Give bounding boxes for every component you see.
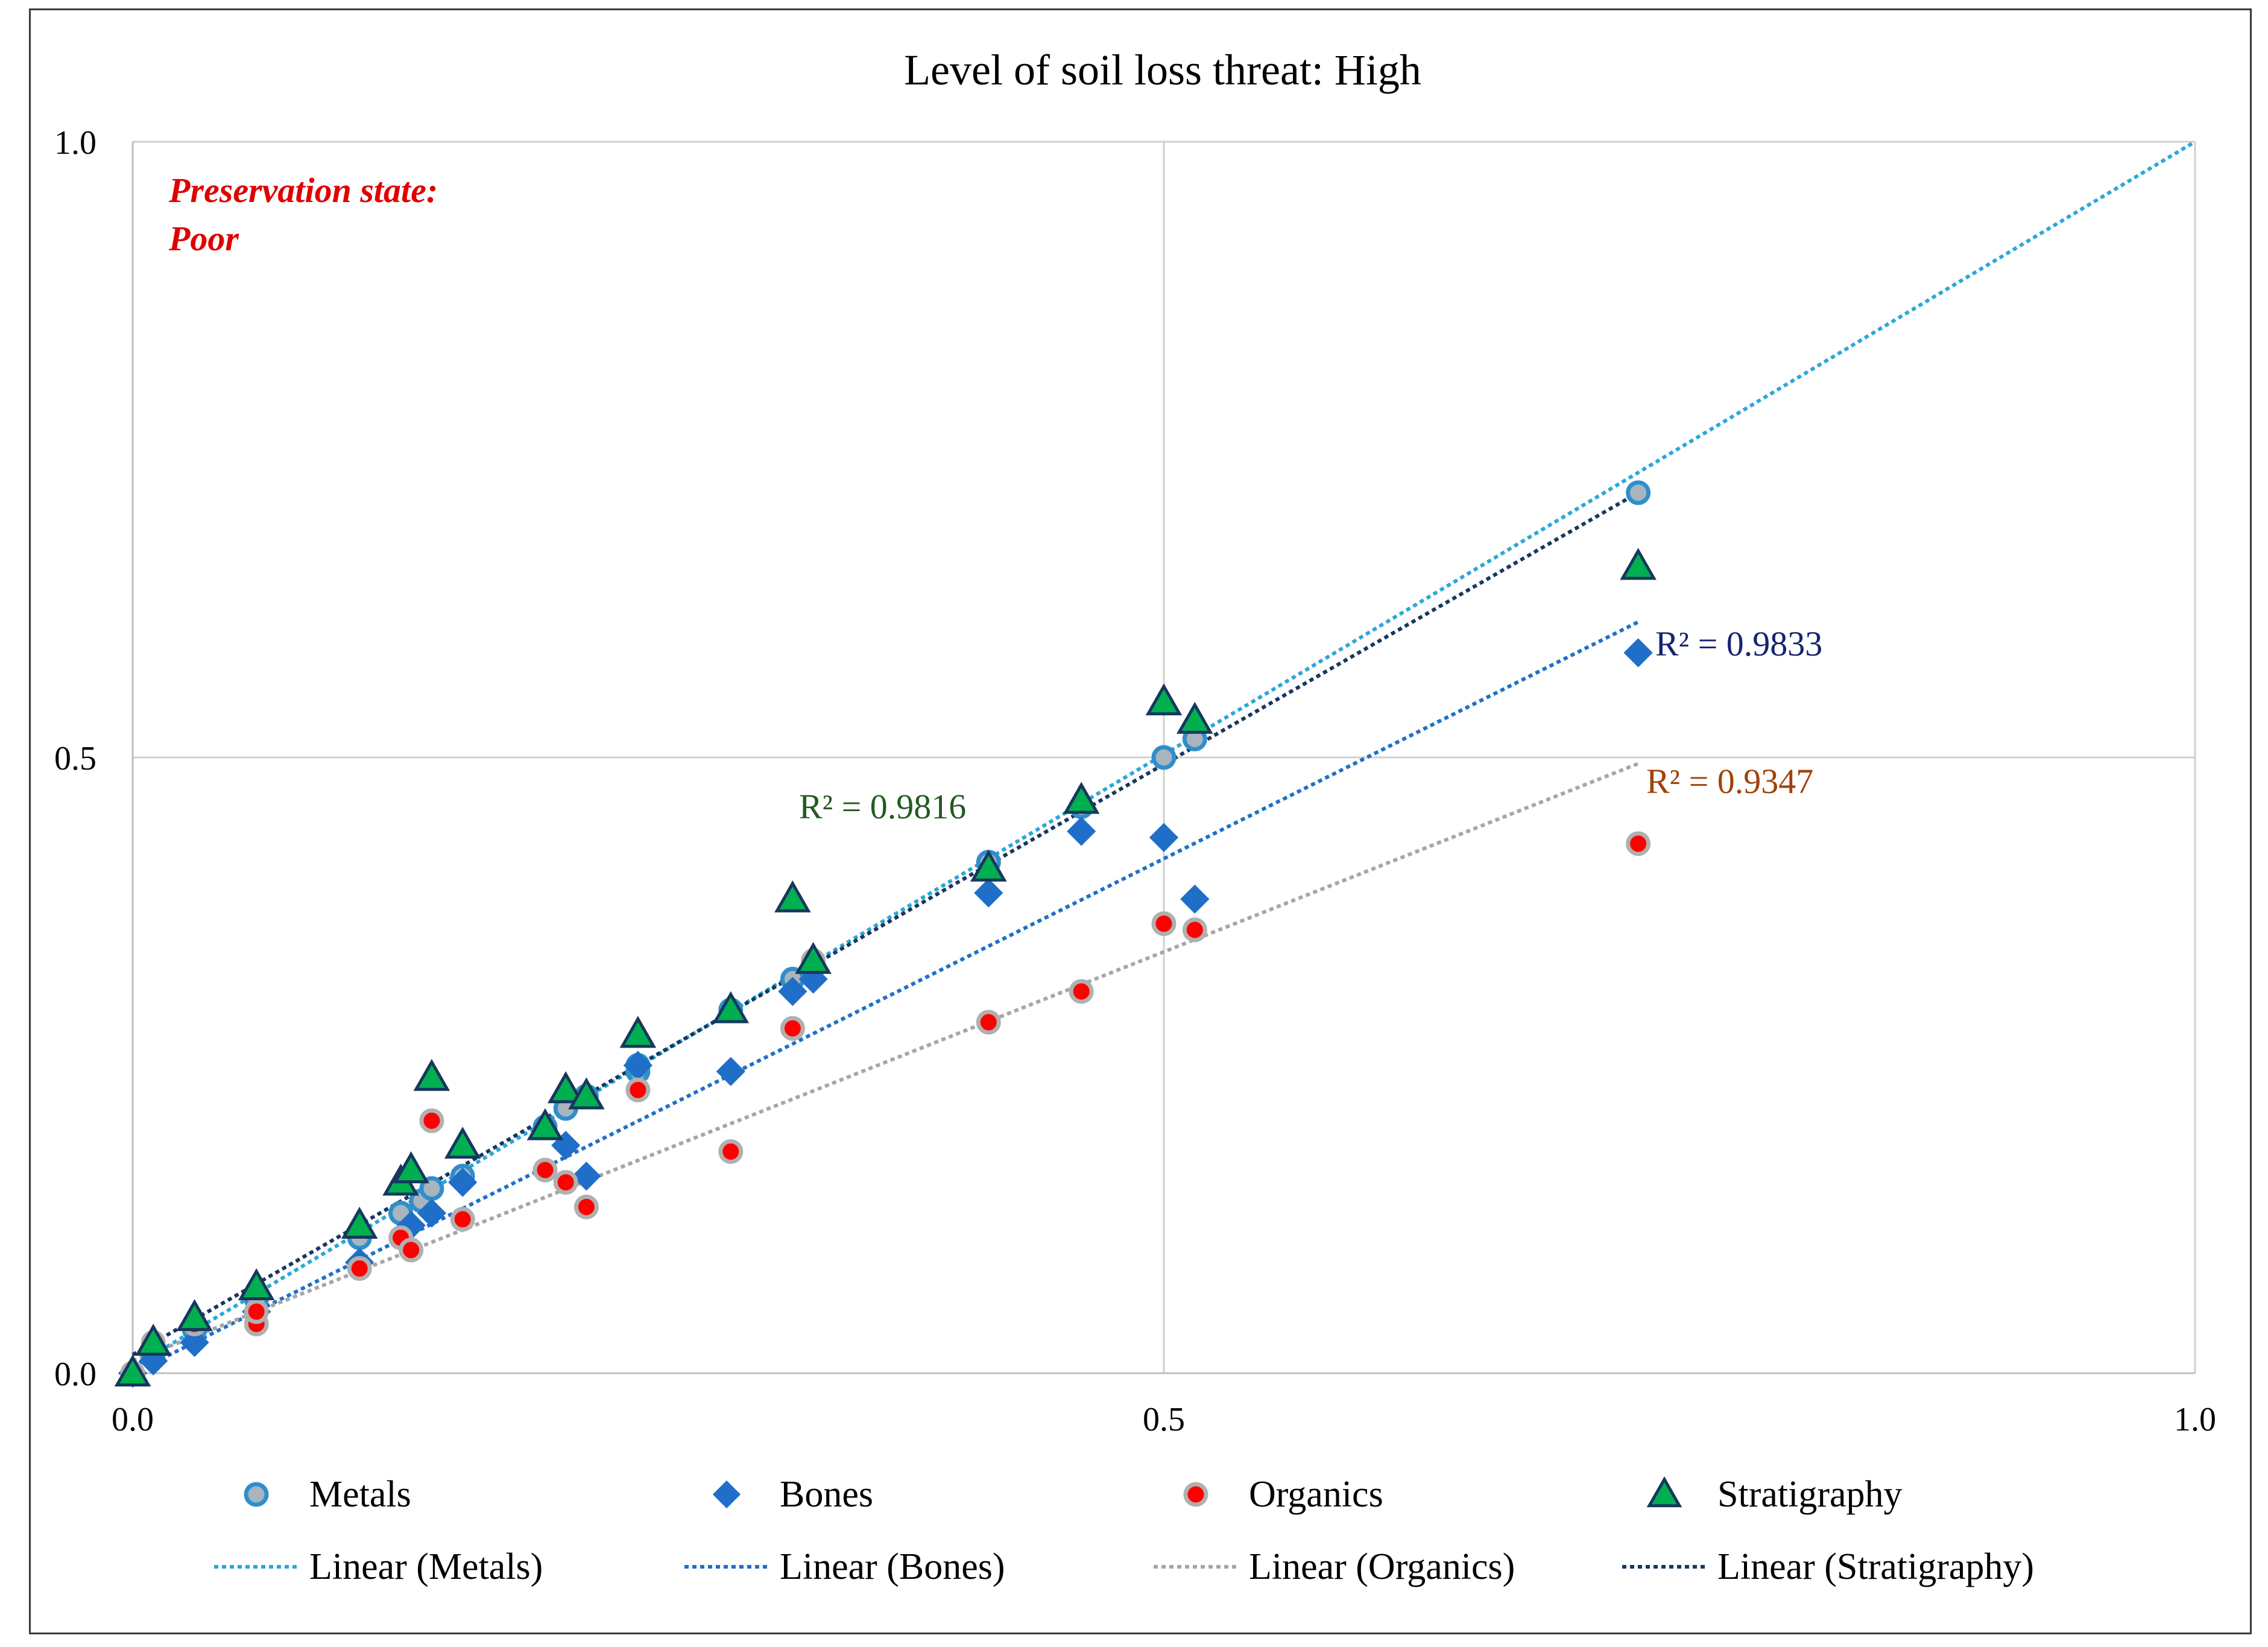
organics-point-19 (1151, 911, 1177, 937)
chart-title: Level of soil loss threat: High (904, 46, 1421, 94)
organics-point-4 (244, 1299, 269, 1324)
stratigraphy-point-11 (568, 1077, 605, 1110)
bones-point-18 (1623, 638, 1653, 668)
legend-trend-label-0: Linear (Metals) (309, 1546, 543, 1587)
organics-point-14 (718, 1139, 744, 1164)
organics-point-7 (399, 1238, 424, 1263)
stratigraphy-point-18 (1145, 683, 1183, 716)
stratigraphy-point-15 (795, 941, 832, 974)
legend-trend-label-1: Linear (Bones) (780, 1546, 1005, 1587)
stratigraphy-point-19 (1176, 701, 1213, 734)
legend-trend-label-2: Linear (Organics) (1249, 1546, 1515, 1587)
organics-point-20 (1182, 917, 1207, 943)
organics-point-13 (625, 1077, 651, 1102)
chart-frame (29, 8, 2252, 1634)
legend-label-stratigraphy: Stratigraphy (1717, 1474, 1903, 1515)
organics-point-15 (780, 1016, 805, 1041)
bones-point-2 (180, 1327, 209, 1358)
stratigraphy-point-10 (547, 1071, 584, 1104)
stratigraphy-point-4 (341, 1206, 378, 1239)
stratigraphy-point-8 (444, 1127, 481, 1159)
x-tick-label-2: 1.0 (2174, 1401, 2216, 1438)
legend-marker-stratigraphy (1646, 1476, 1682, 1508)
bones-point-6 (417, 1198, 447, 1228)
organics-point-17 (976, 1010, 1001, 1035)
legend-label-metals: Metals (309, 1474, 411, 1515)
stratigraphy-point-9 (526, 1108, 564, 1140)
trendline-3 (131, 491, 1640, 1356)
bones-point-16 (1149, 823, 1179, 852)
legend: Metals Bones Organics Stratigraphy Linear (M… (214, 1474, 2034, 1587)
trendline-1 (131, 620, 1639, 1375)
organics-point-5 (347, 1256, 372, 1281)
organics-point-18 (1069, 979, 1094, 1004)
organics-point-8 (419, 1108, 444, 1133)
stratigraphy-point-3 (238, 1268, 275, 1301)
legend-marker-metals (244, 1482, 269, 1507)
bones-point-17 (1180, 884, 1210, 914)
r2-label-2: R² = 0.9347 (1646, 762, 1813, 801)
organics-point-10 (532, 1157, 558, 1183)
stratigraphy-point-20 (1620, 548, 1657, 580)
trendline-2 (131, 762, 1639, 1363)
stratigraphy-point-1 (134, 1323, 172, 1356)
stratigraphy-point-13 (712, 991, 750, 1023)
bones-point-11 (716, 1057, 745, 1086)
legend-label-organics: Organics (1249, 1474, 1383, 1515)
y-tick-label-0: 0.0 (54, 1356, 96, 1393)
organics-point-11 (553, 1169, 578, 1195)
bones-point-15 (1067, 817, 1096, 846)
organics-point-21 (1626, 831, 1651, 856)
stratigraphy-point-7 (413, 1058, 450, 1091)
bones-point-14 (974, 878, 1003, 908)
r2-label-3: R² = 0.9816 (799, 787, 966, 826)
bones-point-9 (572, 1162, 601, 1191)
annotations: Preservation state: Poor R² = 0.9833 R² =… (168, 171, 1822, 826)
stratigraphy-point-14 (774, 880, 811, 912)
y-tick-label-1: 0.5 (54, 740, 96, 777)
x-tick-label-0: 0.0 (112, 1401, 154, 1438)
legend-marker-bones (712, 1480, 741, 1509)
x-tick-label-1: 0.5 (1143, 1401, 1185, 1438)
stratigraphy-point-16 (970, 849, 1007, 882)
stratigraphy-point-2 (176, 1299, 213, 1332)
data-points (114, 480, 1657, 1388)
stratigraphy-point-12 (619, 1016, 657, 1048)
legend-trend-label-3: Linear (Stratigraphy) (1717, 1546, 2034, 1587)
stratigraphy-point-0 (114, 1354, 151, 1386)
y-tick-label-2: 1.0 (54, 124, 96, 162)
note-line-1: Preservation state: (168, 171, 438, 210)
r2-label-1: R² = 0.9833 (1655, 624, 1822, 663)
stratigraphy-point-17 (1063, 782, 1100, 814)
bones-point-12 (778, 976, 807, 1007)
organics-point-9 (450, 1207, 475, 1232)
metals-point-19 (1151, 745, 1177, 770)
bones-point-7 (448, 1168, 478, 1197)
legend-marker-organics (1183, 1482, 1208, 1507)
note-line-2: Poor (168, 219, 239, 258)
stratigraphy-point-6 (393, 1151, 430, 1184)
metals-point-21 (1626, 480, 1651, 505)
legend-label-bones: Bones (780, 1474, 873, 1515)
organics-point-12 (573, 1194, 599, 1219)
axes: 0.0 0.5 1.0 0.0 0.5 1.0 (54, 124, 2216, 1438)
